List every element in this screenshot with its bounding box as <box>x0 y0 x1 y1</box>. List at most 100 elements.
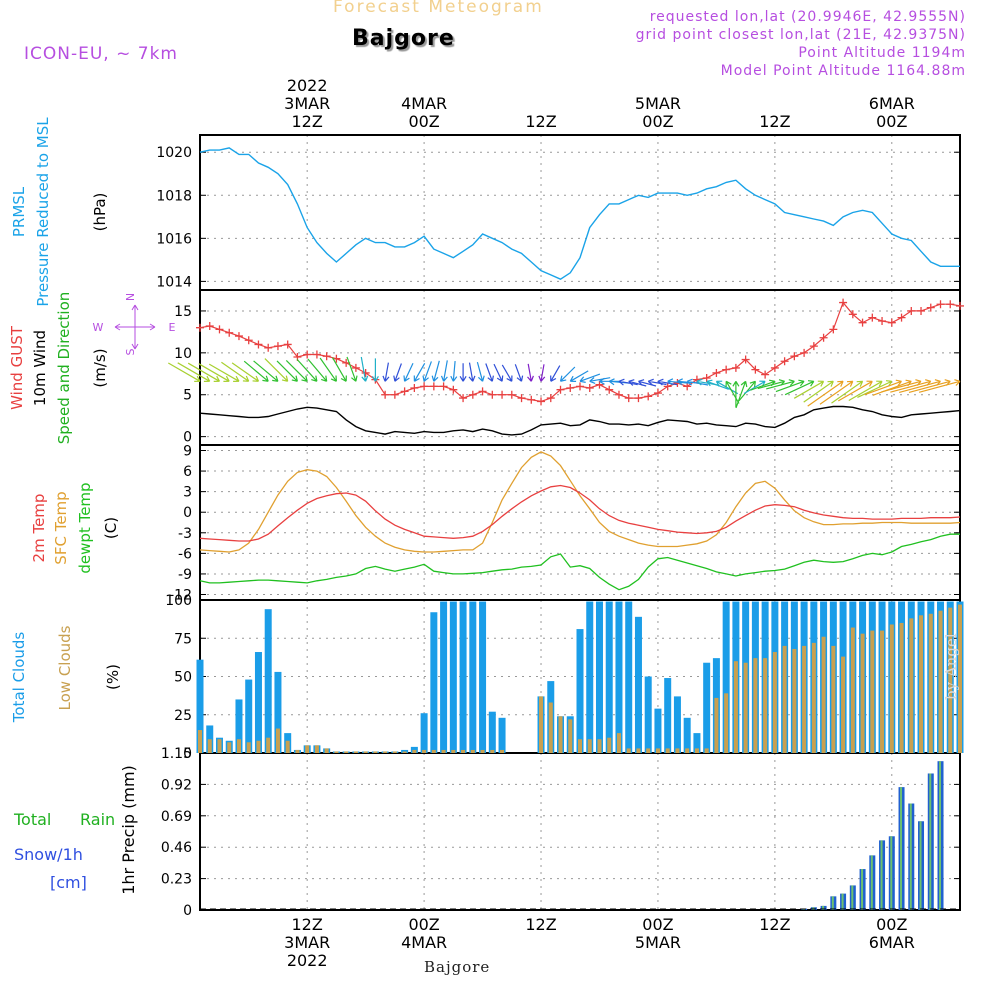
top-time-label: 5MAR <box>635 94 681 113</box>
y-tick-label: 0 <box>183 430 192 446</box>
low-cloud-bar <box>694 748 699 753</box>
wind-direction-arrow <box>628 379 647 387</box>
total-cloud-bar <box>430 612 438 753</box>
y-tick-label: 0.46 <box>161 840 192 856</box>
wind-direction-arrow <box>732 380 740 408</box>
pressure-unit-label: (hPa) <box>91 193 109 232</box>
low-cloud-bar <box>831 645 836 753</box>
low-cloud-bar <box>539 696 544 753</box>
low-cloud-bar <box>461 749 466 753</box>
bottom-time-label: 12Z <box>292 915 323 934</box>
gust-marker <box>731 363 740 372</box>
bottom-time-label: 00Z <box>408 915 439 934</box>
wind-direction-arrow <box>371 358 379 382</box>
total-cloud-bar <box>605 601 613 753</box>
gust-marker <box>205 322 214 331</box>
gust-marker <box>215 325 224 334</box>
gust-marker <box>254 340 263 349</box>
total-cloud-bar <box>274 671 282 753</box>
top-time-label: 3MAR <box>284 94 330 113</box>
gust-marker <box>225 328 234 337</box>
y-tick-label: 1.15 <box>161 746 192 762</box>
credit-watermark: by Angel <box>942 633 960 700</box>
wind-direction-arrow <box>422 361 432 382</box>
y-tick-label: -3 <box>178 526 192 542</box>
total-cloud-bar <box>576 629 584 753</box>
wind-direction-arrow <box>221 361 250 382</box>
precip-bar-highlight <box>831 896 834 910</box>
y-tick-label: 3 <box>183 485 192 501</box>
low-cloud-bar <box>324 748 329 753</box>
gust-marker <box>907 306 916 315</box>
wind-direction-arrow <box>647 378 667 386</box>
gust-marker <box>917 306 926 315</box>
wind-direction-arrow <box>538 364 546 382</box>
bottom-time-label: 6MAR <box>869 933 915 952</box>
wind-direction-arrow <box>793 380 825 399</box>
gust-marker <box>946 300 955 309</box>
total-cloud-bar <box>644 676 652 753</box>
gust-marker <box>283 340 292 349</box>
gust-marker <box>478 387 487 396</box>
precip-bar-highlight <box>841 893 844 910</box>
wind-direction-arrow <box>493 363 504 382</box>
low-cloud-bar <box>295 749 300 753</box>
temp-2m-line <box>199 484 961 542</box>
wind-direction-arrow <box>177 362 211 382</box>
wind-direction-arrow <box>319 357 337 382</box>
wind-10m-label: 10m Wind <box>31 330 49 406</box>
wind-direction-arrow <box>514 364 524 382</box>
wind-direction-arrow <box>638 379 657 387</box>
low-cloud-bar <box>363 751 368 753</box>
wind-direction-arrow <box>253 360 279 382</box>
low-cloud-bar <box>236 739 241 753</box>
gust-marker <box>741 355 750 364</box>
low-cloud-bar <box>246 742 251 753</box>
gust-marker <box>653 389 662 398</box>
y-tick-label: 0.23 <box>161 872 192 888</box>
low-cloud-bar <box>675 748 680 753</box>
panel-frame <box>199 752 961 911</box>
low-cloud-bar <box>655 748 660 753</box>
sfc-temp-label: SFC Temp <box>52 491 70 564</box>
wind-direction-arrow <box>864 379 902 396</box>
wind-direction-arrow <box>819 380 854 405</box>
gust-marker <box>507 390 516 399</box>
gust-marker <box>663 382 672 391</box>
total-clouds-label: Total Clouds <box>10 632 28 724</box>
wind-direction-arrow <box>168 362 201 382</box>
gust-marker <box>390 390 399 399</box>
total-cloud-bar <box>459 601 467 753</box>
low-cloud-bar <box>938 610 943 753</box>
low-cloud-bar <box>392 751 397 753</box>
gust-marker <box>761 370 770 379</box>
y-tick-label: 0 <box>183 746 192 762</box>
precip-bar-highlight <box>900 787 903 910</box>
wind-direction-arrow <box>331 357 347 382</box>
location-title: Bajgore <box>352 26 455 51</box>
low-cloud-bar <box>314 745 319 753</box>
bottom-time-label: 3MAR <box>284 933 330 952</box>
wind-direction-arrow <box>848 380 883 402</box>
wind-direction-arrow <box>231 362 260 382</box>
total-cloud-bar <box>254 652 262 753</box>
wind-direction-arrow <box>766 379 795 390</box>
low-cloud-bar <box>558 716 563 753</box>
wind-direction-arrow <box>440 360 448 382</box>
gust-marker <box>517 394 526 403</box>
gust-marker <box>312 350 321 359</box>
precip-bar-highlight <box>822 905 825 910</box>
total-cloud-bar <box>634 616 642 753</box>
compass-rose <box>114 304 156 350</box>
low-cloud-bar <box>266 737 271 753</box>
footer-location: Bajgore <box>424 958 491 976</box>
low-cloud-bar <box>958 604 962 753</box>
low-cloud-bar <box>373 751 378 753</box>
y-tick-label: 25 <box>174 708 192 724</box>
low-cloud-bar <box>880 630 885 753</box>
gust-marker <box>887 318 896 327</box>
y-tick-label: 50 <box>174 670 192 686</box>
total-cloud-bar <box>479 601 487 753</box>
panel-frame <box>199 444 961 601</box>
